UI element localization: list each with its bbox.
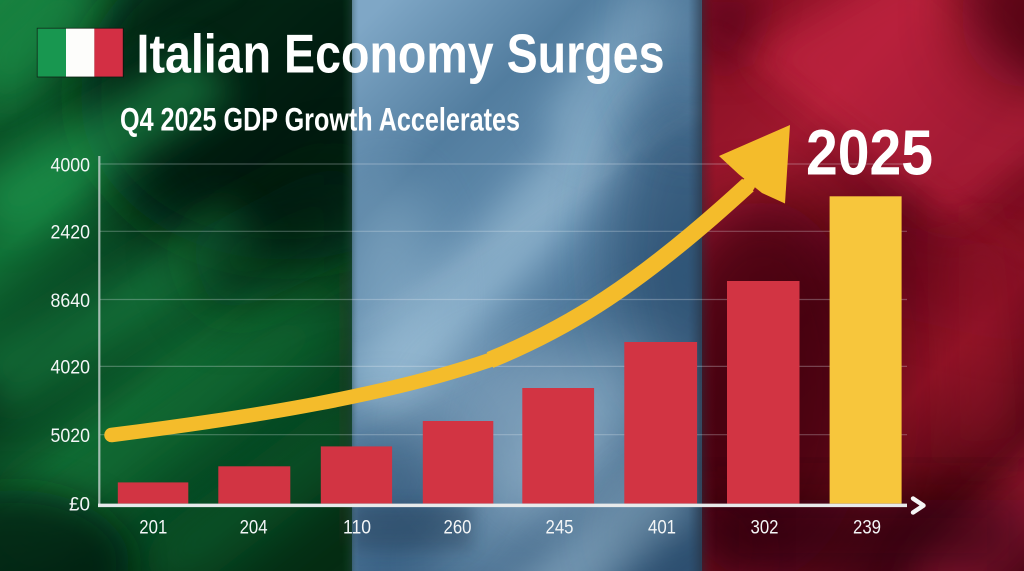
svg-text:204: 204 (240, 517, 268, 539)
svg-text:£0: £0 (69, 493, 90, 515)
svg-text:4000: 4000 (51, 154, 91, 176)
svg-text:5020: 5020 (51, 425, 91, 447)
svg-text:Italian Economy Surges: Italian Economy Surges (137, 23, 665, 85)
svg-text:110: 110 (343, 517, 371, 539)
svg-text:2420: 2420 (51, 222, 91, 244)
svg-text:Q4 2025 GDP Growth Accelerates: Q4 2025 GDP Growth Accelerates (120, 102, 520, 138)
svg-text:260: 260 (444, 517, 472, 539)
svg-text:239: 239 (853, 517, 881, 539)
svg-text:8640: 8640 (51, 290, 91, 312)
svg-text:4020: 4020 (51, 357, 91, 379)
svg-text:245: 245 (546, 517, 574, 539)
svg-text:201: 201 (139, 517, 167, 539)
svg-text:302: 302 (751, 517, 779, 539)
svg-text:2025: 2025 (806, 117, 933, 189)
svg-text:401: 401 (648, 517, 676, 539)
